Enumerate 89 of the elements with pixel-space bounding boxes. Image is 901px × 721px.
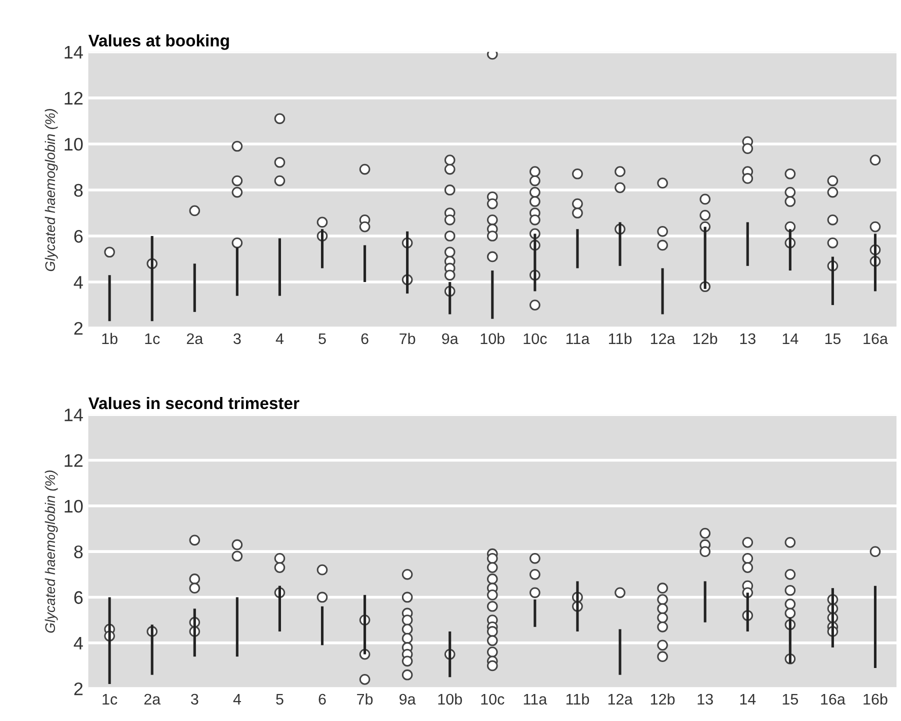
bar xyxy=(108,275,111,322)
x-tick-label: 5 xyxy=(276,694,284,705)
bar xyxy=(618,222,622,266)
bar xyxy=(831,588,834,648)
y-tick-label: 6 xyxy=(74,591,83,604)
x-tick-label: 7b xyxy=(400,332,416,344)
bar xyxy=(150,624,154,675)
bar xyxy=(576,229,579,268)
x-tick-label: 11b xyxy=(608,332,632,344)
x-tick-label: 11a xyxy=(566,333,590,344)
x-tick-label: 12b xyxy=(650,693,675,705)
x-tick-label: 6 xyxy=(318,694,326,705)
bar xyxy=(236,248,238,296)
bar xyxy=(364,245,366,282)
y-tick-label: 8 xyxy=(74,546,83,558)
bar xyxy=(193,264,196,312)
y-tick-label: 6 xyxy=(74,230,83,243)
x-tick-label: 3 xyxy=(190,694,198,705)
x-tick-label: 1c xyxy=(102,694,118,705)
x-tick-label: 2a xyxy=(186,333,204,344)
x-tick-label: 16a xyxy=(864,333,888,344)
y-tick-label: 14 xyxy=(64,408,83,422)
x-tick-label: 10b xyxy=(438,693,462,705)
bar xyxy=(278,586,281,632)
x-tick-label: 11a xyxy=(524,694,548,705)
bar xyxy=(406,231,409,294)
bar xyxy=(278,238,281,296)
y-tick-label: 2 xyxy=(74,322,83,335)
x-tick-label: 15 xyxy=(825,333,841,344)
x-tick-label: 9a xyxy=(400,694,416,705)
x-tick-label: 12b xyxy=(694,332,718,344)
bar xyxy=(746,592,749,632)
bar xyxy=(491,270,494,319)
x-tick-label: 1b xyxy=(102,332,118,344)
y-tick-label: 12 xyxy=(64,454,83,467)
bar xyxy=(150,236,154,322)
y-tick-label: 14 xyxy=(64,46,83,58)
x-tick-label: 11b xyxy=(566,693,590,705)
x-tick-label: 5 xyxy=(318,333,326,344)
y-tick-label: 10 xyxy=(64,500,83,513)
bar xyxy=(831,256,834,306)
y-axis-title: Glycated haemoglobin (%) xyxy=(44,108,58,272)
bar xyxy=(618,629,622,675)
bar xyxy=(576,581,579,632)
x-tick-label: 13 xyxy=(740,333,756,344)
x-tick-label: 9a xyxy=(442,333,458,344)
x-tick-label: 3 xyxy=(234,333,241,344)
chart-title: Values in second trimester xyxy=(88,396,300,410)
bar xyxy=(661,268,664,314)
bar xyxy=(534,234,536,292)
y-tick-label: 12 xyxy=(64,92,83,104)
y-tick-label: 4 xyxy=(74,637,83,650)
y-tick-label: 8 xyxy=(74,184,83,197)
bar xyxy=(746,222,749,266)
x-tick-label: 16a xyxy=(821,694,846,705)
x-tick-label: 1c xyxy=(145,333,160,344)
x-tick-label: 14 xyxy=(782,333,798,344)
bar xyxy=(788,229,792,271)
x-tick-label: 10c xyxy=(481,694,504,705)
bar xyxy=(448,282,452,314)
x-tick-label: 12a xyxy=(608,694,633,705)
x-tick-label: 7b xyxy=(357,693,373,705)
y-tick-label: 4 xyxy=(74,276,83,289)
bar xyxy=(236,597,238,657)
bar xyxy=(788,618,792,664)
x-tick-label: 16b xyxy=(864,693,888,705)
x-tick-label: 10c xyxy=(524,333,547,344)
y-tick-label: 10 xyxy=(64,138,83,151)
bar xyxy=(874,586,877,668)
bar xyxy=(108,597,111,684)
x-tick-label: 14 xyxy=(740,694,756,704)
y-tick-label: 2 xyxy=(74,682,83,696)
x-tick-label: 4 xyxy=(276,333,284,344)
x-tick-label: 4 xyxy=(233,694,241,704)
bar xyxy=(704,581,706,622)
bar xyxy=(193,608,196,657)
x-tick-label: 2a xyxy=(144,694,161,705)
x-tick-label: 12a xyxy=(650,333,676,344)
bar xyxy=(320,606,324,646)
x-tick-label: 13 xyxy=(698,694,713,705)
bar xyxy=(704,226,706,289)
bar xyxy=(448,631,452,678)
bar xyxy=(364,594,366,654)
bar xyxy=(534,600,536,627)
x-tick-label: 15 xyxy=(782,694,798,705)
y-axis-title: Glycated haemoglobin (%) xyxy=(44,470,58,633)
chart-title: Values at booking xyxy=(88,34,229,50)
x-tick-label: 6 xyxy=(361,333,368,344)
x-tick-label: 10b xyxy=(480,332,504,344)
